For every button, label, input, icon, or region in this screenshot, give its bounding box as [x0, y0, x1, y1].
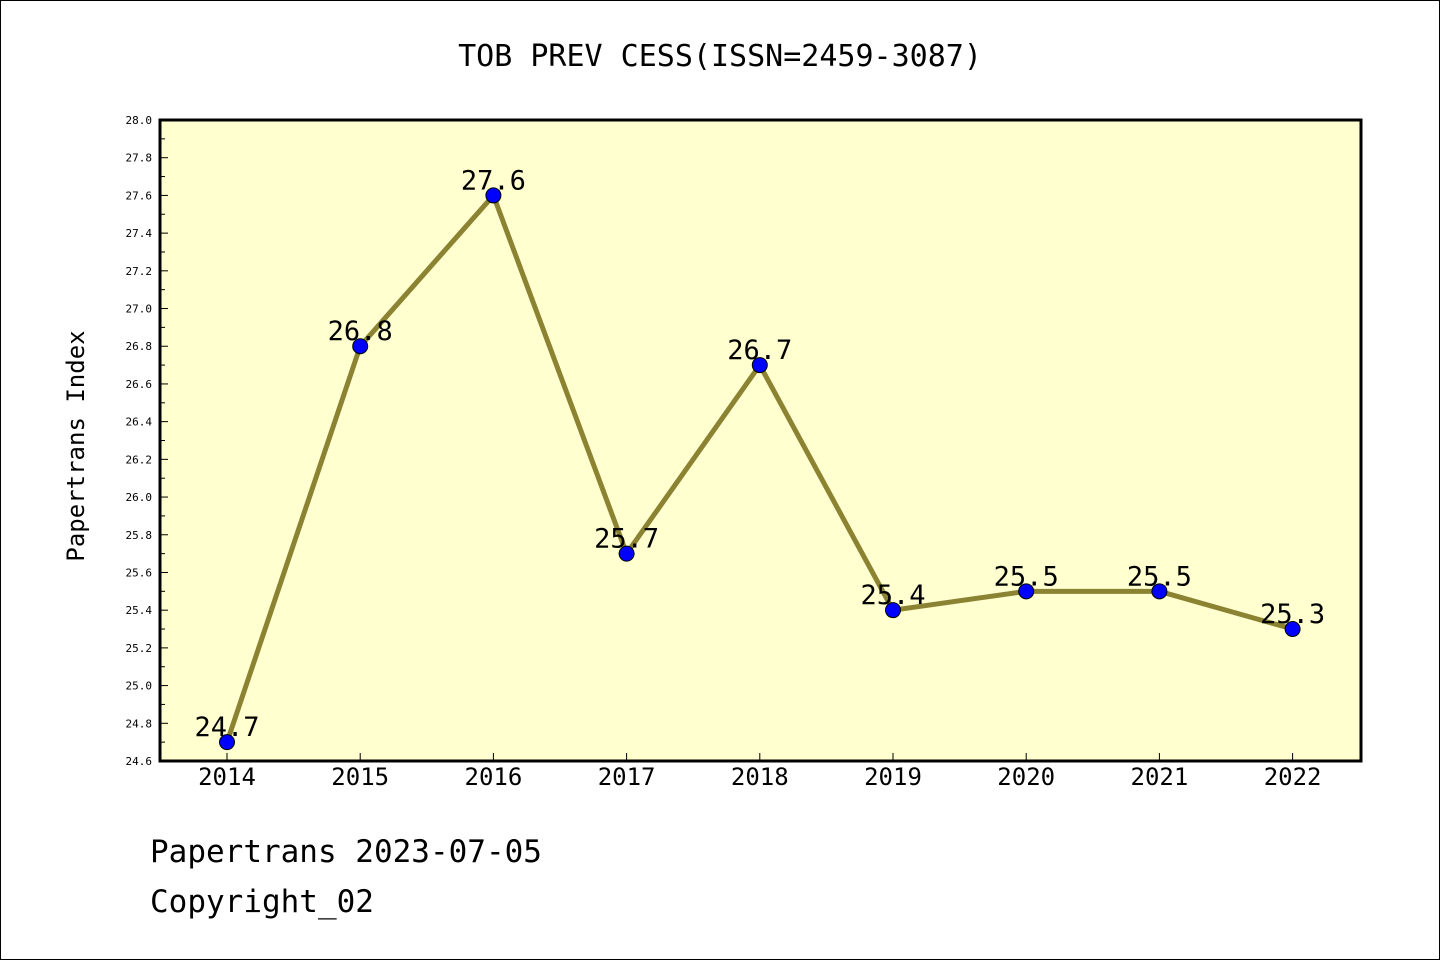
y-tick-label: 26.4	[126, 416, 153, 429]
data-point	[485, 187, 502, 204]
x-tick-label: 2014	[198, 763, 256, 791]
data-point	[1018, 583, 1035, 600]
y-tick-label: 24.6	[126, 755, 153, 768]
data-point	[1284, 621, 1301, 638]
y-tick-label: 26.0	[126, 491, 153, 504]
data-label: 25.5	[994, 561, 1059, 592]
chart-title: TOB PREV CESS(ISSN=2459-3087)	[458, 39, 982, 74]
plot-border	[158, 118, 1363, 763]
y-tick-label: 25.4	[126, 604, 153, 617]
y-axis-label: Papertrans Index	[62, 330, 90, 561]
y-tick-label: 26.8	[126, 340, 153, 353]
x-tick-label: 2017	[598, 763, 656, 791]
y-tick-label: 27.2	[126, 265, 153, 278]
data-point	[751, 357, 768, 374]
x-tick-label: 2018	[731, 763, 789, 791]
y-tick-label: 25.2	[126, 642, 153, 655]
x-tick-label: 2022	[1264, 763, 1322, 791]
data-label: 24.7	[194, 712, 259, 743]
plot-area	[160, 120, 1361, 761]
y-tick-label: 28.0	[126, 114, 153, 127]
x-axis: 2014 2015 2016 2017 2018 2019 2020 2021 2022	[198, 753, 1321, 791]
y-tick-label: 27.4	[126, 227, 153, 240]
data-labels: 24.7 26.8 27.6 25.7 26.7 25.4 25.5 25.5 25.3	[194, 165, 1325, 743]
data-point	[885, 602, 901, 619]
data-label: 27.6	[461, 165, 526, 196]
data-point	[1151, 583, 1168, 600]
data-point	[352, 338, 369, 355]
data-label: 26.8	[328, 316, 393, 347]
data-point	[219, 734, 235, 751]
x-tick-label: 2015	[331, 763, 389, 791]
x-tick-label: 2021	[1131, 763, 1189, 791]
x-tick-label: 2020	[997, 763, 1055, 791]
footer-copyright: Copyright_02	[150, 884, 374, 920]
x-tick-label: 2019	[864, 763, 922, 791]
y-tick-label: 25.8	[126, 529, 153, 542]
y-tick-label: 27.0	[126, 303, 153, 316]
y-tick-label: 25.0	[126, 680, 153, 693]
data-label: 26.7	[727, 335, 792, 366]
y-tick-label: 25.6	[126, 566, 153, 579]
data-label: 25.5	[1127, 561, 1192, 592]
x-tick-label: 2016	[465, 763, 523, 791]
data-point	[618, 545, 635, 562]
data-label: 25.7	[594, 524, 659, 555]
series-markers	[219, 187, 1301, 751]
y-tick-label: 27.8	[126, 152, 153, 165]
y-tick-label: 27.6	[126, 189, 153, 202]
footer-date: Papertrans 2023-07-05	[150, 834, 542, 870]
y-tick-label: 26.2	[126, 453, 153, 466]
y-tick-label: 26.6	[126, 378, 153, 391]
y-tick-label: 24.8	[126, 717, 153, 730]
data-label: 25.4	[860, 580, 925, 611]
data-label: 25.3	[1260, 599, 1325, 630]
